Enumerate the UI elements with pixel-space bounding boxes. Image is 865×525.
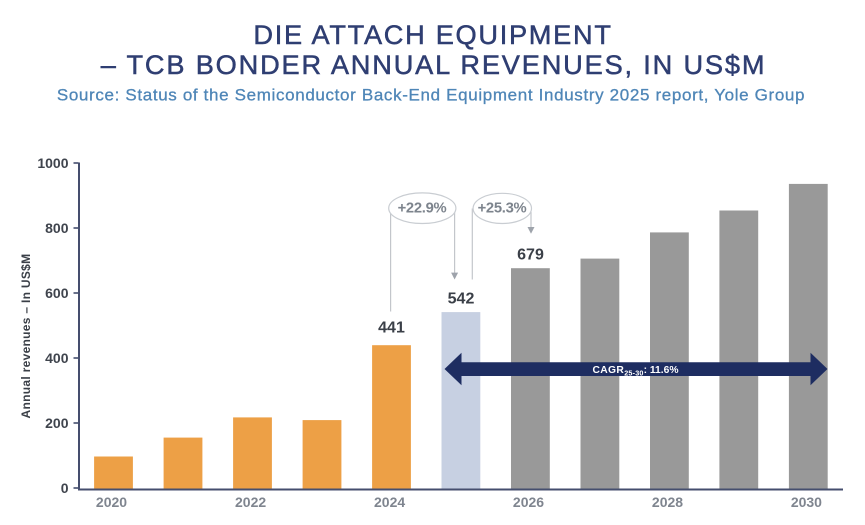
svg-text:2024: 2024 xyxy=(374,494,405,510)
svg-text:1000: 1000 xyxy=(37,155,68,171)
svg-text:+25.3%: +25.3% xyxy=(478,200,527,216)
svg-text:2022: 2022 xyxy=(235,494,266,510)
svg-text:Annual revenues – In US$M: Annual revenues – In US$M xyxy=(19,254,33,419)
svg-text:CAGR25-30: 11.6%: CAGR25-30: 11.6% xyxy=(592,365,678,378)
svg-text:– TCB BONDER ANNUAL REVENUES,: – TCB BONDER ANNUAL REVENUES, IN US$M xyxy=(101,49,767,80)
svg-text:800: 800 xyxy=(45,220,69,236)
svg-text:DIE ATTACH EQUIPMENT: DIE ATTACH EQUIPMENT xyxy=(253,19,612,50)
svg-text:2028: 2028 xyxy=(652,494,683,510)
svg-text:679: 679 xyxy=(517,247,544,264)
svg-text:441: 441 xyxy=(378,320,405,337)
svg-text:2020: 2020 xyxy=(96,494,127,510)
svg-text:2026: 2026 xyxy=(513,494,544,510)
svg-text:+22.9%: +22.9% xyxy=(398,200,447,216)
svg-text:542: 542 xyxy=(448,290,475,307)
svg-text:Source: Status of the Semicond: Source: Status of the Semiconductor Back… xyxy=(57,86,805,105)
svg-text:200: 200 xyxy=(45,415,69,431)
svg-text:2030: 2030 xyxy=(791,494,822,510)
svg-text:0: 0 xyxy=(61,480,69,496)
svg-text:400: 400 xyxy=(45,350,69,366)
svg-text:600: 600 xyxy=(45,285,69,301)
